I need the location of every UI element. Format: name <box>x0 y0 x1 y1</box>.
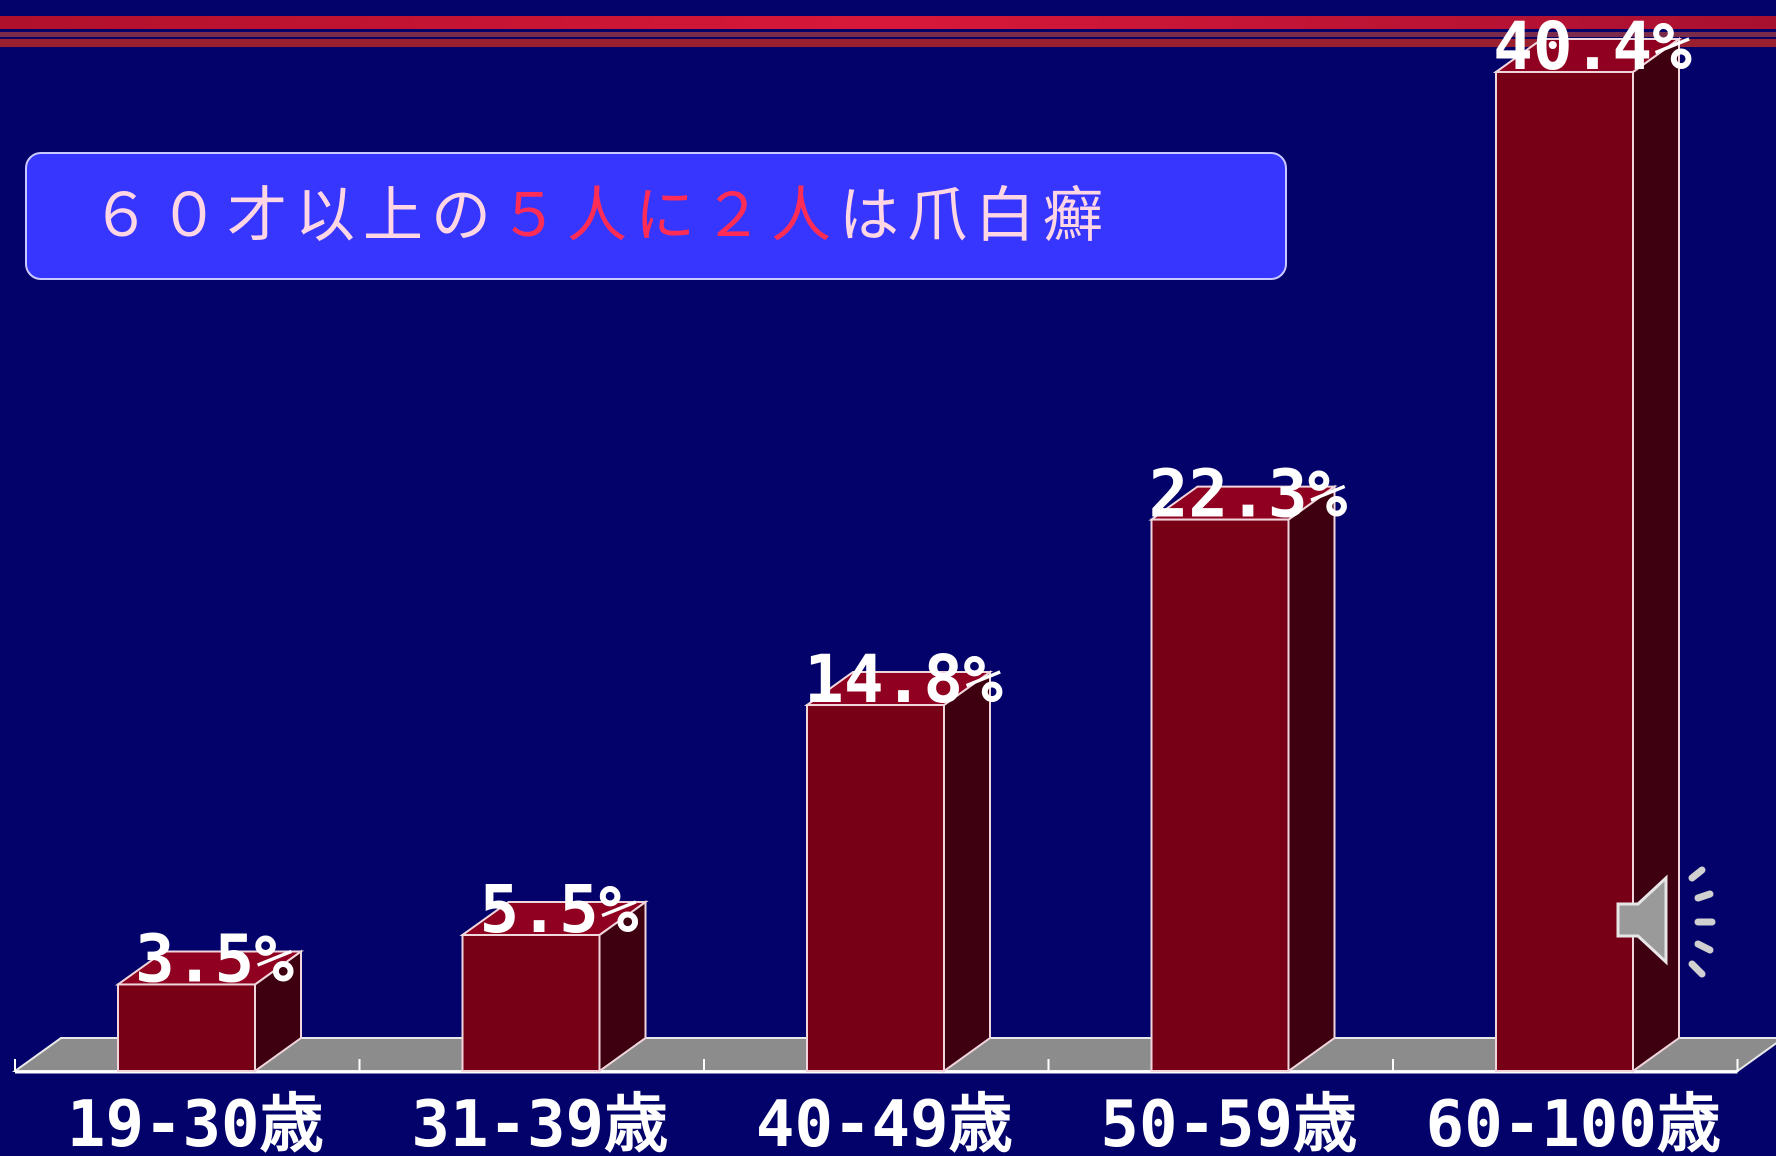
headline-highlight: ５人に２人 <box>499 181 839 251</box>
headline-part-1: ６０才以上の <box>91 181 499 251</box>
top-stripe <box>0 16 1776 29</box>
header-stripes <box>0 0 1776 60</box>
bottom-stripe <box>0 39 1776 47</box>
bar <box>1150 518 1290 1072</box>
x-tick-label: 60-100歳 <box>1426 1088 1721 1156</box>
bar-value-label: 22.3% <box>1149 456 1348 533</box>
bar-value-label: 5.5% <box>480 871 639 948</box>
headline-part-3: は爪白癬 <box>839 181 1111 251</box>
bar <box>117 983 256 1072</box>
x-tick-label: 19-30歳 <box>67 1088 324 1156</box>
headline-banner: ６０才以上の５人に２人は爪白癬 <box>25 152 1287 280</box>
bar <box>806 704 945 1073</box>
x-tick-label: 50-59歳 <box>1100 1088 1357 1156</box>
bar-value-label: 14.8% <box>804 641 1003 718</box>
x-tick-label: 31-39歳 <box>411 1088 668 1156</box>
speaker-icon[interactable] <box>1610 862 1730 982</box>
bar <box>461 933 601 1072</box>
bar-side <box>1287 484 1336 1073</box>
middle-stripe <box>0 32 1776 37</box>
bar-value-label: 3.5% <box>135 920 294 997</box>
bar <box>1495 71 1634 1072</box>
bar-side <box>943 670 991 1073</box>
x-tick-label: 40-49歳 <box>756 1088 1013 1156</box>
headline-text: ６０才以上の５人に２人は爪白癬 <box>91 154 1111 278</box>
bar-value-label: 40.4% <box>1493 8 1692 85</box>
